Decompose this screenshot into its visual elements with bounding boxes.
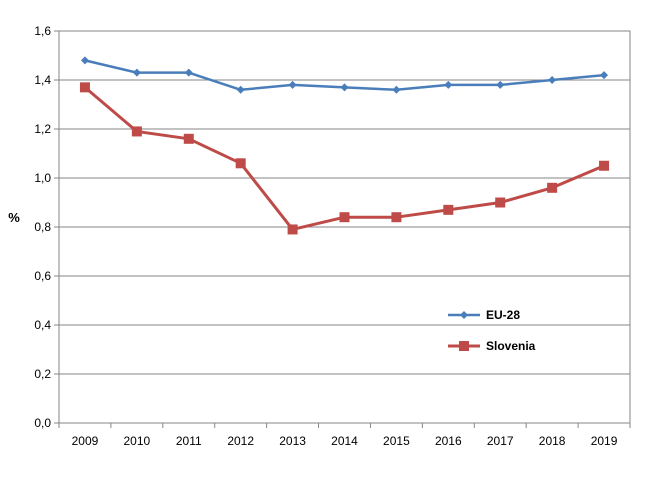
data-point xyxy=(132,68,141,77)
x-tick-label: 2009 xyxy=(72,434,99,448)
data-point xyxy=(443,204,454,215)
data-point xyxy=(339,212,350,223)
plot-area-border xyxy=(58,30,631,424)
x-tick-label: 2015 xyxy=(383,434,410,448)
x-tick-label: 2017 xyxy=(487,434,514,448)
series-eu-28 xyxy=(80,56,609,94)
y-tick-label: 1,6 xyxy=(34,24,51,38)
y-axis-tick-labels: 0,0 0,2 0,4 0,6 0,8 1,0 1,2 1,4 1,6 xyxy=(34,24,51,430)
data-point xyxy=(547,182,558,193)
series-line xyxy=(83,86,605,231)
data-point xyxy=(392,85,401,94)
data-point xyxy=(131,126,142,137)
legend-label: Slovenia xyxy=(486,339,536,353)
x-tick-label: 2014 xyxy=(331,434,358,448)
x-tick-label: 2010 xyxy=(124,434,151,448)
legend-entry: EU-28 xyxy=(448,308,520,322)
data-point xyxy=(340,83,349,92)
data-point xyxy=(495,197,506,208)
data-point xyxy=(548,76,557,84)
data-point xyxy=(236,85,245,94)
y-axis-title: % xyxy=(8,210,20,225)
x-tick-label: 2016 xyxy=(435,434,462,448)
y-tick-label: 0,0 xyxy=(34,416,51,430)
y-tick-label: 1,0 xyxy=(34,171,51,185)
data-point xyxy=(600,71,609,80)
legend-entry: Slovenia xyxy=(448,339,536,353)
series-slovenia xyxy=(79,82,610,235)
legend-label: EU-28 xyxy=(486,308,520,322)
x-tick-label: 2011 xyxy=(176,434,202,448)
x-tick-label: 2013 xyxy=(279,434,306,448)
data-point xyxy=(184,68,193,77)
data-point xyxy=(183,133,194,144)
x-tick-label: 2012 xyxy=(227,434,254,448)
x-axis-tick-labels: 2009 2010 2011 2012 2013 2014 2015 2016 2017 2018… xyxy=(72,434,618,448)
gridlines xyxy=(54,30,631,428)
series xyxy=(79,56,610,235)
data-point xyxy=(79,82,90,93)
data-point xyxy=(496,80,505,89)
data-point xyxy=(599,160,610,171)
y-tick-label: 0,8 xyxy=(34,220,51,234)
y-tick-label: 1,4 xyxy=(34,73,51,87)
legend-marker xyxy=(460,311,468,319)
y-tick-label: 1,2 xyxy=(34,122,51,136)
y-tick-label: 0,6 xyxy=(34,269,51,283)
data-point xyxy=(288,80,297,89)
x-tick-label: 2019 xyxy=(591,434,618,448)
x-tick-label: 2018 xyxy=(539,434,566,448)
y-tick-label: 0,4 xyxy=(34,318,51,332)
legend-marker xyxy=(459,341,469,351)
data-point xyxy=(391,212,402,223)
data-point xyxy=(287,224,298,235)
y-tick-label: 0,2 xyxy=(34,367,51,381)
legend: EU-28 Slovenia xyxy=(448,308,536,353)
data-point xyxy=(235,158,246,169)
data-point xyxy=(444,80,453,89)
data-point xyxy=(80,56,89,65)
